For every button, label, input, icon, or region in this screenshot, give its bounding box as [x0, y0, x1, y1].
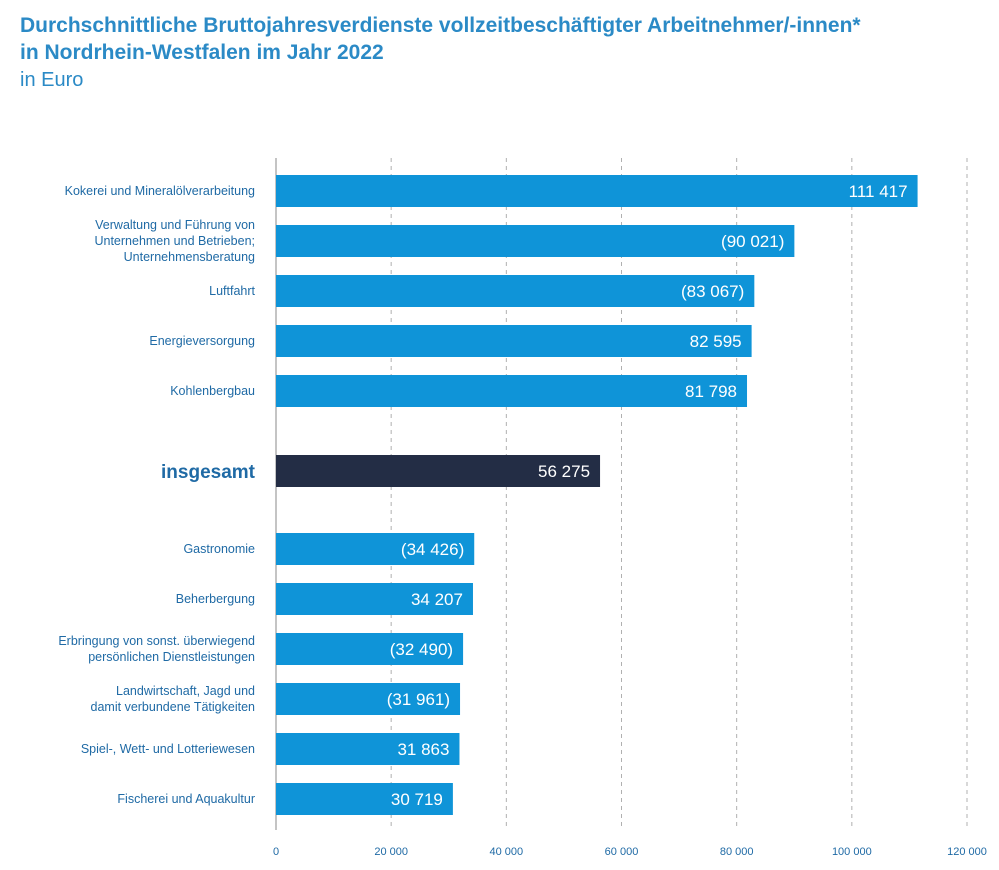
category-label-line: Kohlenbergbau	[170, 384, 255, 398]
x-tick-label: 120 000	[947, 846, 987, 858]
x-tick-label: 100 000	[832, 846, 872, 858]
bar	[276, 633, 464, 665]
category-label: Energieversorgung	[149, 334, 255, 348]
category-label-line: persönlichen Dienstleistungen	[88, 650, 255, 664]
category-label-line: Unternehmen und Betrieben;	[94, 234, 255, 248]
category-label-line: Kokerei und Mineralölverarbeitung	[65, 184, 255, 198]
x-tick-label: 40 000	[490, 846, 524, 858]
bar-value-label: (32 490)	[390, 640, 453, 659]
bar-value-label: (90 021)	[721, 232, 784, 251]
category-label-line: Spiel-, Wett- und Lotteriewesen	[81, 742, 255, 756]
bar	[276, 733, 460, 765]
bar-value-label: 82 595	[690, 332, 742, 351]
x-tick-label: 20 000	[374, 846, 408, 858]
x-axis: 0 20 000 40 000 60 000 80 000 100 000 120 000	[273, 846, 987, 858]
bar	[276, 175, 918, 207]
bar	[276, 375, 748, 407]
x-tick-label: 0	[273, 846, 279, 858]
chart-subtitle: in Euro	[20, 69, 84, 91]
category-label-line: Landwirtschaft, Jagd und	[116, 684, 255, 698]
category-label: Erbringung von sonst. überwiegend persönl…	[58, 634, 255, 664]
category-label: Gastronomie	[183, 542, 255, 556]
category-label: Kohlenbergbau	[170, 384, 255, 398]
bar-value-label: (31 961)	[387, 690, 450, 709]
category-label-line: Unternehmensberatung	[124, 250, 255, 264]
bar-value-label: 81 798	[685, 382, 737, 401]
x-tick-label: 80 000	[720, 846, 754, 858]
bar-value-label: 111 417	[849, 182, 908, 201]
category-label: Fischerei und Aquakultur	[117, 792, 255, 806]
category-label: Verwaltung und Führung von Unternehmen un…	[94, 218, 255, 264]
bar-value-label: (34 426)	[401, 540, 464, 559]
category-label-line: insgesamt	[161, 462, 256, 483]
category-label-line: damit verbundene Tätigkeiten	[91, 700, 256, 714]
chart-title-line-1: Durchschnittliche Bruttojahresverdienste…	[20, 14, 861, 37]
bar-value-label: 34 207	[411, 590, 463, 609]
category-label: insgesamt	[161, 462, 256, 483]
grid-layer	[275, 158, 968, 830]
chart-title-line-2: in Nordrhein-Westfalen im Jahr 2022	[20, 41, 384, 64]
label-layer: 111 417 Kokerei und Mineralölverarbeitung…	[58, 182, 907, 809]
category-label-line: Luftfahrt	[209, 284, 255, 298]
bar	[276, 533, 475, 565]
bar	[276, 225, 795, 257]
chart-title-block: Durchschnittliche Bruttojahresverdienste…	[20, 12, 980, 94]
bar	[276, 783, 453, 815]
bar	[276, 583, 473, 615]
bar-value-label: 56 275	[538, 462, 590, 481]
category-label-line: Verwaltung und Führung von	[95, 218, 255, 232]
category-label: Landwirtschaft, Jagd und damit verbundene…	[91, 684, 256, 714]
bar-total	[276, 455, 601, 487]
bar	[276, 683, 461, 715]
category-label: Beherbergung	[176, 592, 255, 606]
category-label-line: Erbringung von sonst. überwiegend	[58, 634, 255, 648]
bar-value-label: (83 067)	[681, 282, 744, 301]
bar-layer	[276, 175, 918, 815]
category-label-line: Fischerei und Aquakultur	[117, 792, 255, 806]
category-label: Kokerei und Mineralölverarbeitung	[65, 184, 255, 198]
category-label: Luftfahrt	[209, 284, 255, 298]
bar	[276, 275, 755, 307]
category-label-line: Beherbergung	[176, 592, 255, 606]
bar	[276, 325, 752, 357]
category-label-line: Gastronomie	[183, 542, 255, 556]
category-label: Spiel-, Wett- und Lotteriewesen	[81, 742, 255, 756]
bar-value-label: 30 719	[391, 790, 443, 809]
category-label-line: Energieversorgung	[149, 334, 255, 348]
bar-value-label: 31 863	[397, 740, 449, 759]
x-tick-label: 60 000	[605, 846, 639, 858]
